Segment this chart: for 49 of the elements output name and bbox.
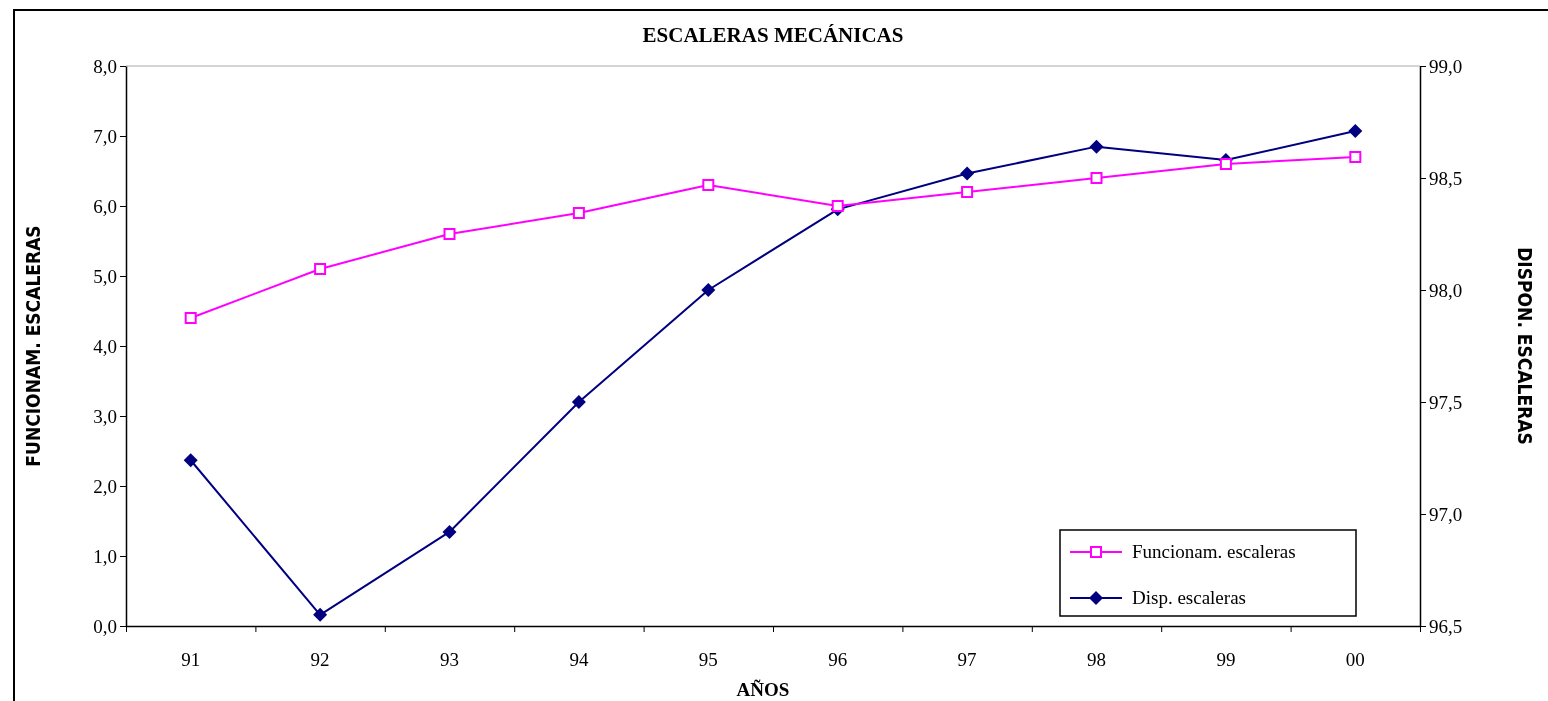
point bbox=[961, 186, 974, 198]
x-tick-label: 96 bbox=[828, 649, 848, 670]
y-tick-label: 6,0 bbox=[93, 195, 117, 217]
legend-label: Disp. escaleras bbox=[1132, 587, 1246, 608]
point bbox=[702, 179, 715, 191]
y-tick-label: 1,0 bbox=[93, 545, 117, 567]
point bbox=[831, 200, 844, 212]
point bbox=[313, 607, 328, 622]
y2-axis-title: DISPON. ESCALERAS bbox=[1514, 247, 1536, 445]
point bbox=[314, 263, 327, 275]
y2-tick-label: 97,0 bbox=[1429, 503, 1463, 525]
y-tick-label: 0,0 bbox=[93, 615, 117, 637]
y-tick-label: 7,0 bbox=[93, 125, 117, 147]
y2-tick-label: 96,5 bbox=[1429, 615, 1463, 637]
point bbox=[1219, 158, 1232, 170]
point bbox=[1089, 139, 1104, 154]
point bbox=[1090, 172, 1103, 184]
y2-tick-label: 98,5 bbox=[1429, 167, 1463, 189]
y2-tick-label: 99,0 bbox=[1429, 55, 1463, 77]
y-axis-title: FUNCIONAM. ESCALERAS bbox=[22, 225, 44, 467]
x-tick-label: 00 bbox=[1345, 649, 1365, 670]
x-tick-label: 92 bbox=[310, 649, 330, 670]
point bbox=[1348, 123, 1363, 138]
point bbox=[572, 207, 585, 219]
point bbox=[571, 395, 586, 409]
x-tick-label: 98 bbox=[1087, 649, 1106, 670]
x-tick-label: 94 bbox=[569, 649, 589, 670]
x-tick-label: 95 bbox=[698, 649, 718, 670]
legend-label: Funcionam. escaleras bbox=[1132, 541, 1296, 562]
x-tick-label: 99 bbox=[1216, 649, 1236, 670]
y-tick-label: 4,0 bbox=[93, 335, 117, 357]
x-tick-label: 93 bbox=[440, 649, 459, 670]
y2-tick-label: 98,0 bbox=[1429, 279, 1463, 301]
y-tick-label: 5,0 bbox=[93, 265, 117, 287]
point bbox=[184, 312, 197, 324]
chart-title: ESCALERAS MECÁNICAS bbox=[642, 23, 904, 47]
point bbox=[1349, 151, 1362, 163]
point bbox=[960, 166, 975, 181]
x-tick-label: 91 bbox=[181, 649, 201, 670]
point bbox=[443, 228, 456, 240]
y-tick-label: 8,0 bbox=[93, 55, 117, 77]
y-tick-label: 3,0 bbox=[93, 405, 117, 427]
point bbox=[701, 283, 716, 297]
x-axis-title: AÑOS bbox=[736, 679, 790, 700]
x-tick-label: 97 bbox=[957, 649, 977, 670]
point bbox=[183, 453, 198, 468]
y-tick-label: 2,0 bbox=[93, 475, 117, 497]
point bbox=[442, 524, 457, 539]
y2-tick-label: 97,5 bbox=[1429, 391, 1463, 413]
